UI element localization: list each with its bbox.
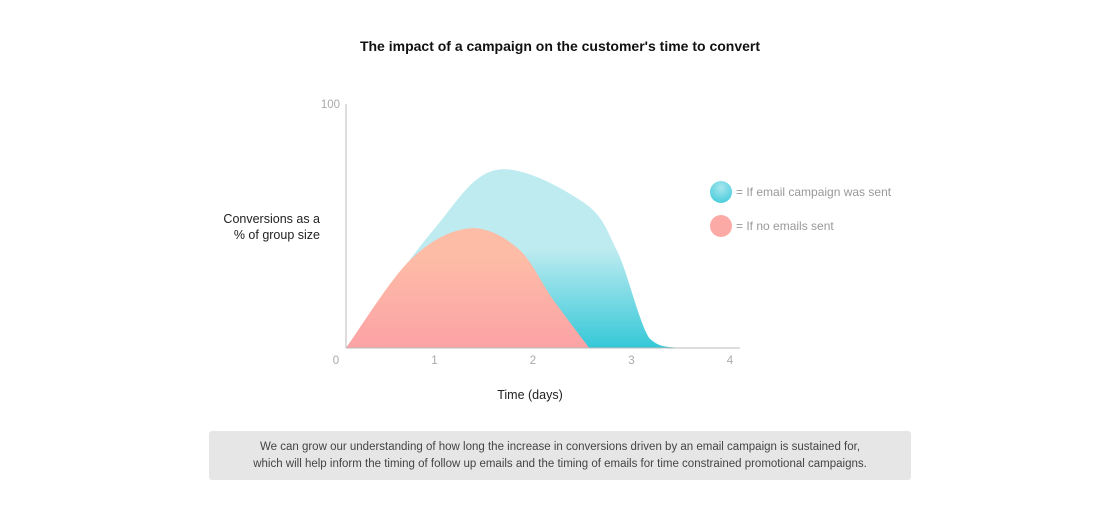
x-tick-label: 0 xyxy=(333,355,339,367)
explanation-note: We can grow our understanding of how lon… xyxy=(209,431,911,480)
legend-swatch-pink xyxy=(710,215,732,237)
legend-item-email-sent: = If email campaign was sent xyxy=(710,181,891,203)
y-tick-label: 100 xyxy=(321,99,340,111)
x-tick-label: 1 xyxy=(431,355,437,367)
legend-swatch-blue xyxy=(710,181,732,203)
legend-label: = If email campaign was sent xyxy=(736,185,892,199)
x-axis-label: Time (days) xyxy=(497,388,563,402)
x-tick-label: 2 xyxy=(530,355,536,367)
legend-label: = If no emails sent xyxy=(736,219,834,233)
x-tick-label: 4 xyxy=(727,355,734,367)
y-axis-label-line: % of group size xyxy=(233,228,320,242)
legend-item-no-emails: = If no emails sent xyxy=(710,215,834,237)
chart-title: The impact of a campaign on the customer… xyxy=(359,38,761,54)
y-axis-label: Conversions as a % of group size xyxy=(200,211,320,243)
area-no-emails xyxy=(346,228,590,348)
y-axis-label-line: Conversions as a xyxy=(223,212,320,226)
x-tick-label: 3 xyxy=(628,355,634,367)
note-line: which will help inform the timing of fol… xyxy=(253,458,867,470)
note-line: We can grow our understanding of how lon… xyxy=(259,441,861,453)
